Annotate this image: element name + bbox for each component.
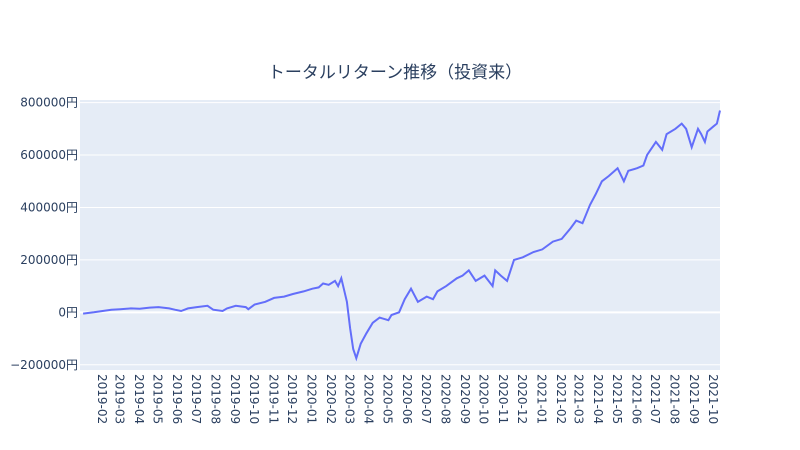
x-tick-label: 2021-03 [572,374,586,424]
x-tick-label: 2021-01 [534,374,548,424]
x-tick-label: 2019-02 [95,374,109,424]
y-tick-label: 400000円 [20,200,78,214]
plot-area [80,100,720,370]
x-tick-label: 2020-03 [342,374,356,424]
series-line [82,110,721,362]
y-axis: −200000円 0円 200000円 400000円 600000円 800000円 [10,96,78,372]
x-tick-label: 2021-08 [668,374,682,424]
y-tick-label: 0円 [58,305,78,319]
x-tick-label: 2019-06 [170,374,184,424]
y-tick-label: 200000円 [20,253,78,267]
y-tick-label: −200000円 [10,358,78,372]
x-tick-label: 2019-11 [266,374,280,424]
x-tick-label: 2020-08 [438,374,452,424]
x-tick-label: 2021-02 [554,374,568,424]
y-tick-label: 600000円 [20,148,78,162]
x-tick-label: 2020-05 [381,374,395,424]
x-axis: 2019-02 2019-03 2019-04 2019-05 2019-06 2019-… [95,374,720,424]
y-tick-label: 800000円 [20,96,78,110]
x-tick-label: 2019-04 [132,374,146,424]
x-tick-label: 2021-07 [648,374,662,424]
x-tick-label: 2020-07 [419,374,433,424]
chart-title: トータルリターン推移（投資来） [268,63,522,83]
x-tick-label: 2019-12 [285,374,299,424]
x-tick-label: 2021-05 [610,374,624,424]
x-tick-label: 2019-05 [151,374,165,424]
x-tick-label: 2019-03 [112,374,126,424]
x-tick-label: 2020-04 [362,374,376,424]
grid-lines [80,102,720,366]
x-tick-label: 2019-09 [228,374,242,424]
x-tick-label: 2020-12 [515,374,529,424]
x-tick-label: 2021-06 [629,374,643,424]
x-tick-label: 2020-09 [458,374,472,424]
x-tick-label: 2020-06 [400,374,414,424]
x-tick-label: 2019-10 [247,374,261,424]
x-tick-label: 2019-08 [208,374,222,424]
x-tick-label: 2021-09 [687,374,701,424]
x-tick-label: 2020-11 [496,374,510,424]
x-tick-label: 2020-01 [305,374,319,424]
x-tick-label: 2021-04 [591,374,605,424]
x-tick-label: 2019-07 [189,374,203,424]
x-tick-label: 2020-02 [324,374,338,424]
x-tick-label: 2020-10 [477,374,491,424]
x-tick-label: 2021-10 [706,374,720,424]
